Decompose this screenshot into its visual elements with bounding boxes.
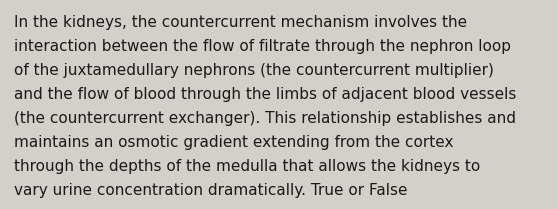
Text: (the countercurrent exchanger). This relationship establishes and: (the countercurrent exchanger). This rel…: [14, 111, 516, 126]
Text: interaction between the flow of filtrate through the nephron loop: interaction between the flow of filtrate…: [14, 39, 511, 54]
Text: In the kidneys, the countercurrent mechanism involves the: In the kidneys, the countercurrent mecha…: [14, 15, 467, 30]
Text: vary urine concentration dramatically. True or False: vary urine concentration dramatically. T…: [14, 183, 407, 198]
Text: through the depths of the medulla that allows the kidneys to: through the depths of the medulla that a…: [14, 159, 480, 174]
Text: and the flow of blood through the limbs of adjacent blood vessels: and the flow of blood through the limbs …: [14, 87, 516, 102]
Text: of the juxtamedullary nephrons (the countercurrent multiplier): of the juxtamedullary nephrons (the coun…: [14, 63, 494, 78]
Text: maintains an osmotic gradient extending from the cortex: maintains an osmotic gradient extending …: [14, 135, 454, 150]
